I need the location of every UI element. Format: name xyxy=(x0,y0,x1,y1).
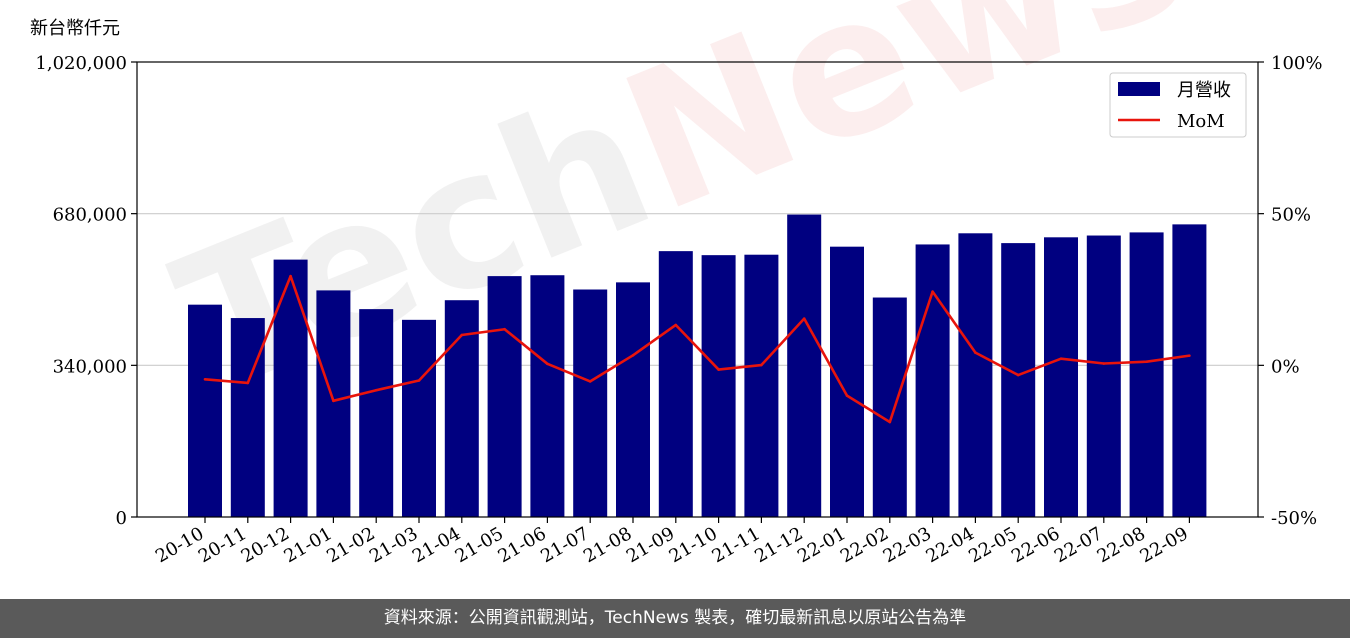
mom-point-21-02 xyxy=(374,388,378,392)
x-tick-label: 22-01 xyxy=(794,523,849,567)
x-tick-label: 22-08 xyxy=(1094,523,1149,567)
left-tick-label: 1,020,000 xyxy=(35,53,127,74)
right-tick-label: -50% xyxy=(1271,508,1317,529)
bar-21-02 xyxy=(359,309,394,517)
x-tick-label: 22-09 xyxy=(1136,523,1191,567)
source-footer: 資料來源：公開資訊觀測站，TechNews 製表，確切最新訊息以原站公告為準 xyxy=(0,599,1350,638)
legend: 月營收 MoM xyxy=(1109,72,1247,138)
mom-point-21-04 xyxy=(460,333,464,337)
x-tick-label: 21-08 xyxy=(580,523,635,567)
mom-point-22-05 xyxy=(1016,373,1020,377)
right-axis: -50% 0% 50% 100% xyxy=(1258,53,1322,529)
legend-label-bar: 月營收 xyxy=(1177,80,1231,101)
bar-20-10 xyxy=(188,304,222,517)
left-tick-label: 0 xyxy=(116,508,127,529)
mom-point-21-09 xyxy=(674,323,678,327)
mom-point-22-09 xyxy=(1188,354,1191,357)
mom-point-22-06 xyxy=(1059,357,1063,360)
bar-21-09 xyxy=(658,251,693,517)
bar-21-11 xyxy=(744,254,779,518)
x-tick-label: 21-01 xyxy=(280,523,335,567)
x-tick-label: 22-05 xyxy=(965,523,1020,567)
bar-22-03 xyxy=(915,244,950,517)
mom-point-21-07 xyxy=(588,380,592,383)
x-tick-label: 22-03 xyxy=(880,523,935,567)
bar-22-08 xyxy=(1129,232,1164,517)
x-tick-label: 21-02 xyxy=(323,523,378,567)
bar-20-11 xyxy=(230,318,265,517)
bar-21-03 xyxy=(402,319,436,517)
x-tick-label: 21-10 xyxy=(666,523,721,567)
bar-series xyxy=(188,214,1207,518)
bar-22-06 xyxy=(1044,237,1078,517)
mom-point-20-12 xyxy=(289,274,292,278)
mom-point-20-11 xyxy=(246,381,250,385)
mom-point-22-07 xyxy=(1102,362,1106,365)
x-tick-label: 21-05 xyxy=(452,523,507,567)
x-axis: 20-1020-1120-1221-0121-0221-0321-0421-05… xyxy=(152,517,1192,567)
x-tick-label: 21-07 xyxy=(537,523,592,567)
x-tick-label: 20-12 xyxy=(238,523,293,567)
bar-21-10 xyxy=(701,255,736,517)
right-tick-label: 0% xyxy=(1271,356,1300,377)
bar-22-02 xyxy=(872,297,907,517)
bar-21-05 xyxy=(487,276,522,517)
mom-point-21-05 xyxy=(503,327,506,331)
x-tick-label: 21-12 xyxy=(751,523,806,567)
revenue-chart: 0 340,000 680,000 1,020,000 -50% 0% 50% 100% 2… xyxy=(35,53,1322,567)
x-tick-label: 21-03 xyxy=(366,523,421,567)
left-tick-label: 340,000 xyxy=(53,356,127,377)
mom-line xyxy=(204,274,1190,424)
left-tick-label: 680,000 xyxy=(53,205,127,226)
bar-22-07 xyxy=(1086,235,1121,517)
bar-21-12 xyxy=(787,214,822,517)
x-tick-label: 20-11 xyxy=(195,523,250,567)
mom-line-series xyxy=(203,274,1191,424)
bar-22-09 xyxy=(1172,224,1207,517)
x-tick-label: 22-04 xyxy=(922,523,977,567)
mom-point-21-06 xyxy=(546,362,549,366)
mom-point-20-10 xyxy=(203,377,207,381)
x-tick-label: 21-04 xyxy=(409,523,464,567)
y-axis-unit-label: 新台幣仟元 xyxy=(30,18,120,39)
x-tick-label: 22-07 xyxy=(1051,523,1106,567)
right-tick-label: 100% xyxy=(1271,53,1322,74)
bar-21-07 xyxy=(573,289,608,517)
x-tick-label: 22-02 xyxy=(837,523,892,567)
mom-point-21-11 xyxy=(760,363,763,367)
mom-point-21-01 xyxy=(332,399,335,403)
plot-frame xyxy=(136,61,1259,518)
mom-point-21-10 xyxy=(717,368,720,371)
mom-point-22-04 xyxy=(974,351,977,354)
bar-22-01 xyxy=(830,246,864,518)
x-tick-label: 21-06 xyxy=(494,523,549,567)
mom-point-22-08 xyxy=(1145,360,1148,363)
x-tick-label: 21-09 xyxy=(623,523,678,567)
x-tick-label: 22-06 xyxy=(1008,523,1063,567)
mom-point-22-01 xyxy=(845,394,849,397)
bar-22-04 xyxy=(958,233,993,517)
legend-label-line: MoM xyxy=(1177,111,1225,132)
left-axis: 0 340,000 680,000 1,020,000 xyxy=(35,53,137,529)
x-tick-label: 21-11 xyxy=(708,523,763,567)
right-tick-label: 50% xyxy=(1271,205,1311,226)
x-tick-label: 20-10 xyxy=(152,523,207,567)
mom-point-22-03 xyxy=(931,290,934,293)
mom-point-21-08 xyxy=(631,354,635,357)
mom-point-21-03 xyxy=(417,379,421,382)
legend-swatch-bar xyxy=(1118,82,1160,96)
bar-22-05 xyxy=(1001,243,1036,517)
mom-point-21-12 xyxy=(802,317,806,320)
bar-21-06 xyxy=(530,275,565,517)
mom-point-22-02 xyxy=(888,420,892,424)
bar-21-01 xyxy=(316,290,351,517)
bar-21-08 xyxy=(616,282,650,517)
bar-20-12 xyxy=(273,259,308,517)
